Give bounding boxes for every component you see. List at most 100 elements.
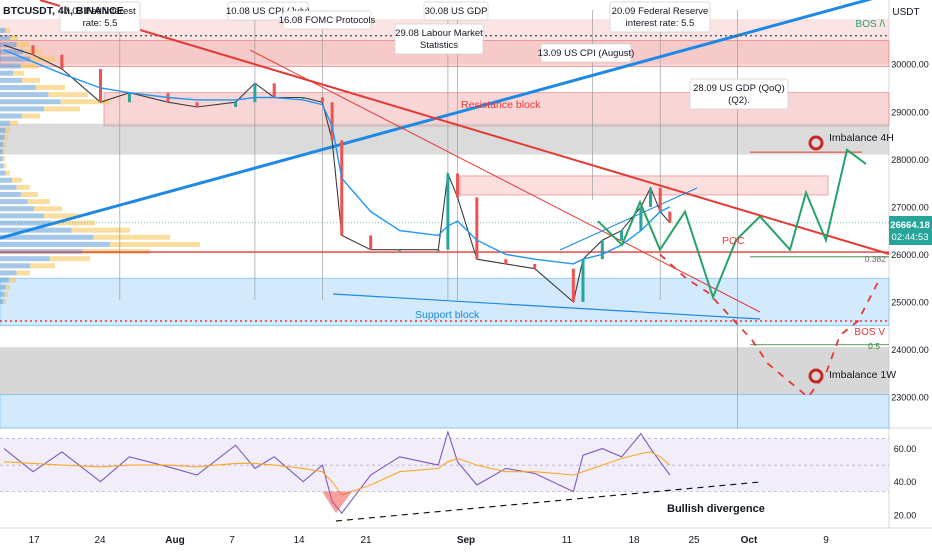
- volume-profile-bar: [0, 106, 44, 112]
- time-tick-label: 24: [94, 535, 106, 546]
- volume-profile-bar: [0, 213, 44, 219]
- volume-profile-bar: [0, 63, 21, 69]
- price-candle: [533, 263, 537, 269]
- event-label-box: [609, 1, 711, 33]
- volume-profile-bar: [5, 284, 10, 290]
- time-tick-label: Oct: [741, 535, 758, 546]
- bullish-projection: [597, 148, 867, 301]
- volume-profile-bar: [0, 42, 17, 48]
- volume-profile-bar: [30, 263, 55, 269]
- event-label-gdp-0928: 28.09 US GDP (QoQ)(Q2).: [689, 78, 789, 110]
- volume-profile-bar: [20, 191, 38, 197]
- volume-profile-bar: [0, 120, 10, 126]
- volume-profile-bar: [0, 92, 49, 98]
- price-candle: [446, 173, 450, 250]
- volume-profile-bar: [27, 199, 50, 205]
- event-label-text: Statistics: [420, 40, 458, 51]
- price-candle: [658, 187, 662, 212]
- rsi-tick-label: 40.00: [894, 477, 917, 487]
- price-tick-label: 30000.00: [891, 60, 929, 70]
- bullish-divergence-label: Bullish divergence: [667, 503, 765, 515]
- projection-layer: [597, 148, 881, 399]
- event-label-fomc-0816: 16.08 FOMC Protocols: [279, 10, 376, 30]
- bos-up-label: BOS /\: [856, 19, 886, 30]
- volume-profile-bar: [16, 184, 30, 190]
- event-label-box: [59, 1, 141, 33]
- volume-profile-bar: [0, 263, 31, 269]
- volume-profile-bar: [44, 213, 80, 219]
- volume-profile-bar: [0, 191, 21, 197]
- time-tick-label: 17: [28, 535, 40, 546]
- volume-profile-bar: [0, 184, 17, 190]
- support-trendline: [332, 293, 761, 320]
- volume-profile-bar: [0, 256, 50, 262]
- price-tick-label: 25000.00: [891, 297, 929, 307]
- time-tick-label: 9: [823, 535, 829, 546]
- rsi-oversold-fill: [322, 491, 352, 514]
- volume-profile-bar: [0, 170, 6, 176]
- bos-down-label: BOS V: [854, 327, 885, 338]
- time-tick-label: 14: [293, 535, 305, 546]
- event-label-text: 10.08 US CPI (July): [226, 6, 310, 17]
- current-price-tag: 26664.18 02:44:53: [889, 216, 932, 245]
- price-candle: [253, 83, 257, 103]
- price-candle: [504, 259, 508, 264]
- time-tick-label: Aug: [165, 535, 184, 546]
- volume-profile-bar: [13, 70, 24, 76]
- divergence-line: [335, 481, 761, 522]
- volume-profile-bar: [5, 27, 10, 33]
- rsi-tick-label: 20.00: [894, 510, 917, 520]
- price-candle: [456, 173, 460, 198]
- event-label-text: 28.09 US GDP (QoQ): [693, 83, 785, 94]
- price-candle: [649, 187, 653, 207]
- time-tick-label: 7: [229, 535, 235, 546]
- price-candle: [571, 268, 575, 302]
- volume-profile-bar: [16, 270, 30, 276]
- volume-profile-bar: [0, 220, 53, 226]
- event-label-text: 16.08 FOMC Protocols: [279, 15, 376, 26]
- volume-profile-bar: [0, 277, 9, 283]
- price-candle: [330, 102, 334, 141]
- volume-profile-bar: [0, 84, 36, 90]
- price-tick-label: 28000.00: [891, 155, 929, 165]
- volume-profile-bar: [71, 227, 130, 233]
- rsi-ma-line: [3, 451, 671, 496]
- price-candle: [99, 68, 102, 103]
- price-candle: [668, 211, 672, 223]
- rsi-layer: Bullish divergence: [0, 430, 889, 522]
- price-candle: [31, 45, 35, 55]
- price-tick-label: 26000.00: [891, 250, 929, 260]
- price-candle: [340, 140, 344, 236]
- bearish-projection: [659, 253, 881, 399]
- volume-profile-bar: [0, 234, 94, 240]
- event-label-box: [540, 43, 632, 63]
- volume-profile-bar: [0, 35, 10, 41]
- price-candle: [639, 206, 643, 231]
- resistance-block-label: Resistance block: [461, 99, 541, 111]
- volume-profile-bar: [0, 156, 3, 162]
- event-label-box: [282, 10, 372, 30]
- currency-label: USDT: [892, 7, 919, 18]
- volume-profile-bar: [22, 113, 40, 119]
- price-candle: [475, 197, 479, 260]
- price-candle: [620, 230, 624, 241]
- imbalance-1w-zone: [0, 347, 889, 395]
- lower-support-zone: [0, 394, 890, 429]
- price-series-layer: [3, 44, 672, 304]
- volume-profile-bar: [0, 270, 17, 276]
- time-tick-label: 18: [628, 535, 640, 546]
- volume-profile-bar: [0, 49, 24, 55]
- price-candle: [436, 249, 440, 252]
- volume-profile-bar: [0, 298, 4, 304]
- price-candle: [320, 97, 324, 103]
- volume-profile-bar: [4, 291, 8, 297]
- volume-profile-bar: [22, 77, 40, 83]
- event-label-box: [689, 78, 789, 110]
- volume-profile-bar: [0, 113, 22, 119]
- event-label-text: interest rate: 5.5: [626, 18, 695, 29]
- volume-profile-bar: [9, 120, 18, 126]
- price-tick-label: 27000.00: [891, 202, 929, 212]
- price-tick-label: 23000.00: [891, 393, 929, 403]
